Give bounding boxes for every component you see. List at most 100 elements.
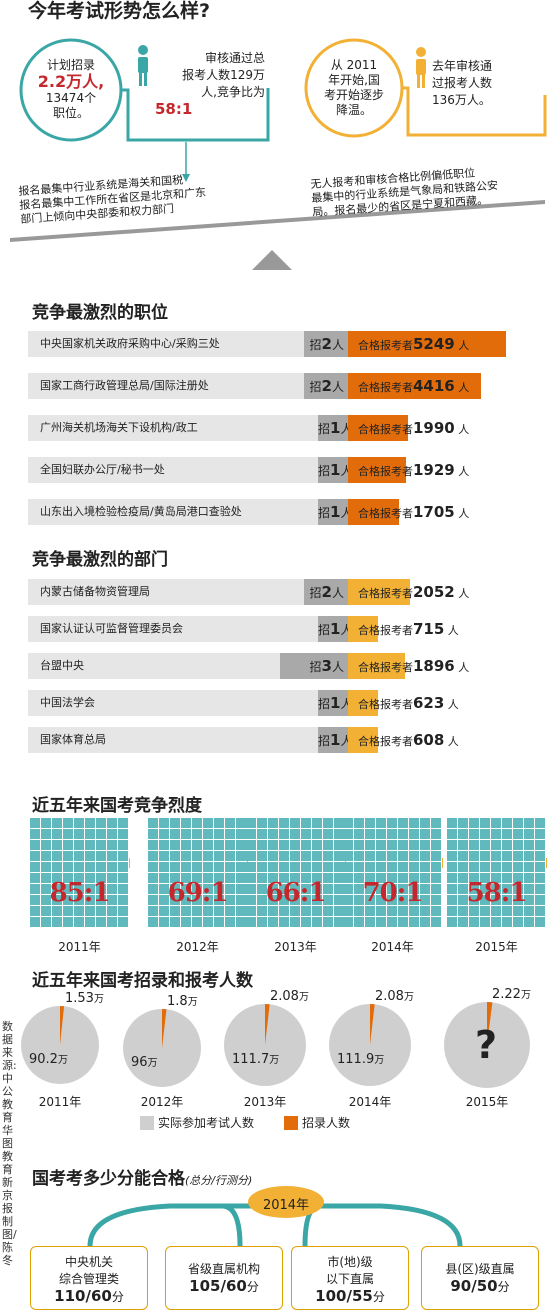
- scores-subtitle: (总分/行测分): [185, 1174, 253, 1187]
- ratio-grid: [30, 818, 130, 927]
- ratio-grid: [447, 818, 547, 927]
- departments-row-name: 内蒙古储备物资管理局: [40, 585, 150, 598]
- score-box-label: 市(地)级: [327, 1255, 373, 1269]
- ratio-marker: [129, 858, 130, 868]
- positions-row: [28, 415, 348, 441]
- pie-year: 2013年: [243, 1095, 287, 1109]
- pie-examinees-label: 96万: [131, 1055, 158, 1070]
- pies-title: 近五年来国考招录和报考人数: [32, 971, 253, 991]
- positions-recruit: 招2人: [304, 373, 348, 399]
- positions-applicants: 合格报考者4416 人: [358, 377, 470, 395]
- score-box-label: 省级直属机构: [187, 1262, 260, 1276]
- pie-examinees-label: ?: [475, 1023, 498, 1067]
- fulcrum-icon: [252, 250, 292, 270]
- departments-row-name: 国家认证认可监督管理委员会: [40, 622, 183, 635]
- ratio-marker: [442, 858, 443, 868]
- score-value: 100/55分: [315, 1287, 385, 1305]
- score-value: 90/50分: [450, 1277, 510, 1295]
- pie-slice-recruit: [60, 1006, 65, 1045]
- scores-title-wrap: 国考考多少分能合格(总分/行测分): [32, 1164, 252, 1189]
- positions-applicants-bar: [348, 499, 399, 525]
- departments-recruit: 招1人: [318, 727, 352, 753]
- pie-examinees-label: 111.9万: [337, 1052, 385, 1067]
- departments-applicants: 合格报考者1896 人: [358, 657, 470, 675]
- positions-applicants: 合格报考者1929 人: [358, 461, 470, 479]
- data-source-credit: 数据来源:中公教育华图教育 新京报制图/陈冬: [2, 1020, 17, 1267]
- score-box-label: 以下直属: [325, 1272, 374, 1286]
- pie-slice-recruit: [265, 1004, 270, 1045]
- circle-line: 降温。: [335, 103, 372, 117]
- scores-connector: [87, 1186, 463, 1247]
- circle-line: 职位。: [52, 106, 89, 120]
- arrow-down-icon: [182, 174, 190, 182]
- pie-year: 2011年: [38, 1095, 82, 1109]
- year-badge: [248, 1186, 324, 1218]
- circle-line: 从 2011: [330, 58, 378, 72]
- departments-row: [28, 727, 348, 753]
- score-box-label: 综合管理类: [58, 1272, 119, 1286]
- pie-year: 2014年: [348, 1095, 392, 1109]
- departments-applicants-bar: [348, 579, 410, 605]
- score-value: 110/60分: [54, 1287, 124, 1305]
- positions-row-name: 全国妇联办公厅/秘书一处: [40, 463, 165, 476]
- balance-beam: [10, 200, 545, 242]
- pie-slice-recruit: [370, 1004, 375, 1045]
- positions-recruit: 招1人: [318, 499, 352, 525]
- circle-line: 年开始,国: [328, 73, 380, 87]
- ratio-year: 2012年: [176, 940, 219, 954]
- right-circle-text: 从 2011 年开始,国 考开始逐步 降温。: [310, 58, 398, 118]
- ratio-label: 69:1: [167, 878, 229, 908]
- circle-line: 考开始逐步: [323, 88, 384, 102]
- ratio-label: 70:1: [362, 878, 424, 908]
- pie-chart: [123, 1009, 201, 1087]
- departments-applicants: 合格报考者608 人: [358, 731, 459, 749]
- box-line: 人,竞争比为: [201, 85, 265, 99]
- right-connector: [402, 86, 547, 137]
- positions-row: [28, 373, 348, 399]
- box-line: 审核通过总: [204, 51, 265, 65]
- ratio-marker: [546, 858, 547, 868]
- ratio-title: 近五年来国考竞争烈度: [32, 796, 202, 816]
- left-box-text: 审核通过总 报考人数129万 人,竞争比为 58:1: [155, 50, 265, 118]
- box-line: 去年审核通: [432, 59, 493, 73]
- ratio-year: 2013年: [274, 940, 317, 954]
- legend-label: 招录人数: [302, 1116, 351, 1130]
- box-line: 136万人。: [432, 93, 491, 107]
- departments-applicants-bar: [348, 727, 378, 753]
- ratio-label: 66:1: [265, 878, 327, 908]
- positions-row-name: 中央国家机关政府采购中心/采购三处: [40, 337, 220, 350]
- pie-year: 2012年: [140, 1095, 184, 1109]
- positions-row-name: 广州海关机场海关下设机构/政工: [40, 421, 198, 434]
- departments-row-name: 国家体育总局: [40, 733, 106, 746]
- pie-recruit-label: 2.08万: [375, 989, 414, 1004]
- pie-recruit-label: 1.8万: [167, 994, 198, 1009]
- positions-recruit: 招2人: [304, 331, 348, 357]
- page-title: 今年考试形势怎么样?: [28, 0, 211, 22]
- departments-row: [28, 690, 348, 716]
- positions-recruit: 招1人: [318, 457, 352, 483]
- score-value: 105/60分: [189, 1277, 259, 1295]
- departments-title: 竞争最激烈的部门: [32, 550, 168, 570]
- score-box-label: 中央机关: [64, 1255, 113, 1269]
- departments-applicants: 合格报考者715 人: [358, 620, 459, 638]
- ratio-grid: [343, 818, 443, 927]
- circle-line: 13474个: [45, 91, 97, 105]
- pie-year: 2015年: [465, 1095, 509, 1109]
- score-box: 县(区)级直属 90/50分: [421, 1246, 539, 1310]
- pie-chart: [444, 1002, 530, 1088]
- positions-applicants: 合格报考者5249 人: [358, 335, 470, 353]
- score-box: 省级直属机构 105/60分: [165, 1246, 283, 1310]
- positions-row-name: 山东出入境检验检疫局/黄岛局港口查验处: [40, 505, 242, 518]
- departments-recruit: 招2人: [304, 579, 348, 605]
- positions-row: [28, 331, 348, 357]
- right-box-text: 去年审核通 过报考人数 136万人。: [432, 58, 542, 109]
- ratio-grid: [246, 818, 346, 927]
- circle-highlight: 2.2万人,: [37, 72, 105, 91]
- departments-recruit: 招3人: [280, 653, 348, 679]
- positions-applicants-bar: [348, 457, 406, 483]
- positions-row: [28, 499, 348, 525]
- score-box: 中央机关综合管理类 110/60分: [30, 1246, 148, 1310]
- departments-row-name: 中国法学会: [40, 696, 95, 709]
- legend-swatch-recruit: [284, 1115, 299, 1130]
- ratio-label: 58:1: [466, 878, 528, 908]
